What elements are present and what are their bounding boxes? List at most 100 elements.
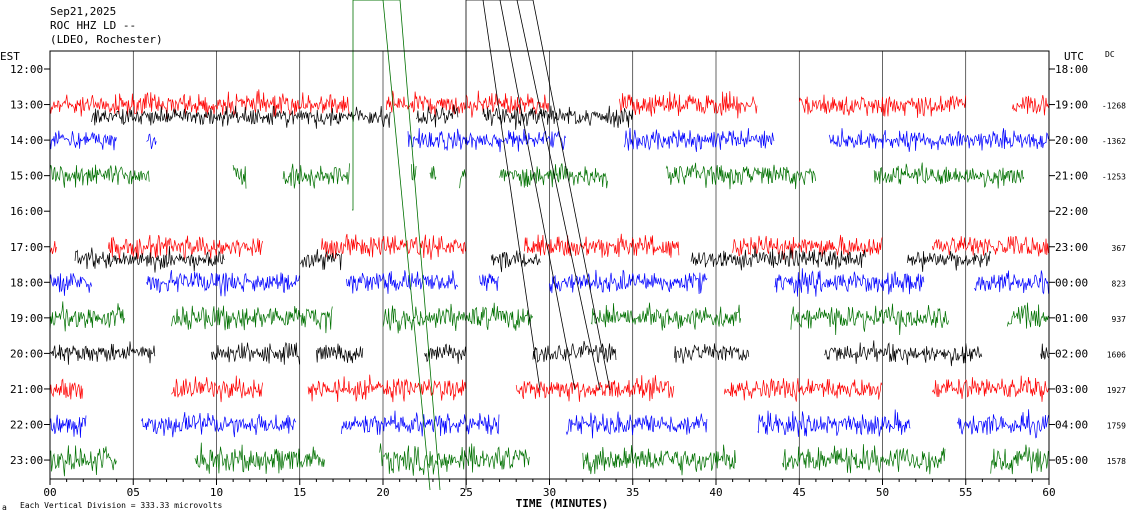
dc-offset-label: 1578 [1107,457,1126,466]
dc-offset-label: 1606 [1107,350,1126,359]
trace-segment [582,444,736,476]
left-axis-title: EST [0,50,20,63]
overlay-line [517,0,611,391]
trace-segment [757,409,911,437]
trace-segment [990,444,1049,475]
overlay-line [483,0,576,391]
trace-segment [385,90,550,118]
trace-segment [146,133,157,150]
trace-segment [482,105,633,130]
trace-segment [532,340,617,364]
trace-segment [321,233,467,260]
x-tick-label: 10 [210,486,223,499]
right-time-label: 18:00 [1055,63,1088,76]
trace-segment [524,233,680,258]
dc-offset-label: -1268 [1102,102,1126,111]
trace-segment [499,163,608,189]
x-tick-label: 55 [959,486,972,499]
right-time-label: 20:00 [1055,134,1088,147]
right-time-label: 05:00 [1055,454,1088,467]
trace-segment [141,412,297,438]
x-tick-label: 25 [460,486,473,499]
dc-offset-label: 367 [1112,244,1127,253]
trace-segment [624,127,775,152]
trace-segment [316,343,364,364]
x-tick-label: 15 [293,486,306,499]
trace-segment [723,378,883,402]
trace-segment [49,341,156,365]
footer-note: Each Vertical Division = 333.33 microvol… [20,501,222,510]
left-time-label: 12:00 [10,63,43,76]
trace-segment [211,341,300,365]
x-tick-label: 35 [626,486,639,499]
left-time-label: 16:00 [10,205,43,218]
dc-offset-label: 1927 [1107,386,1126,395]
trace-segment [49,445,117,477]
dc-offset-label: 937 [1112,315,1127,324]
trace-segment [1012,94,1049,116]
trace-segment [49,414,87,438]
x-tick-label: 45 [793,486,806,499]
trace-segment [49,273,92,296]
left-time-label: 14:00 [10,134,43,147]
trace-segment [490,250,541,273]
trace-segment [1040,343,1049,360]
left-time-label: 23:00 [10,454,43,467]
footer-mark: a [2,503,7,512]
x-tick-label: 40 [709,486,722,499]
trace-segment [973,270,1049,295]
overlay-line [466,0,541,391]
trace-segment [774,268,925,297]
dc-offset-labels: -1268 -1362 -1253 367 823 937 1606 1927 1759 1578 [1102,102,1127,466]
overlay-line [500,0,601,391]
trace-segment [932,375,1049,402]
trace-segment [932,236,1049,257]
left-time-label: 13:00 [10,99,43,112]
right-time-label: 02:00 [1055,347,1088,360]
trace-segment [565,411,708,439]
seismic-traces [49,89,1050,477]
x-tick-label: 50 [876,486,889,499]
overlay-line [353,0,441,491]
header-station: ROC HHZ LD -- [50,19,137,32]
trace-segment [665,162,816,190]
right-time-label: 19:00 [1055,99,1088,112]
x-tick-label: 00 [43,486,56,499]
dc-title: DC [1105,50,1115,59]
trace-segment [798,94,966,118]
trace-segment [307,374,467,403]
trace-segment [282,163,350,189]
trace-segment [1007,302,1050,329]
trace-segment [823,340,983,367]
trace-segment [790,303,949,336]
trace-segment [382,302,533,334]
trace-segment [429,166,437,180]
right-axis-title: UTC [1064,50,1084,63]
trace-segment [515,375,675,402]
trace-segment [590,302,742,331]
overlay-wavy-lines [352,0,611,491]
x-tick-label: 60 [1042,486,1055,499]
trace-segment [194,442,325,474]
dc-offset-label: 823 [1112,279,1127,288]
trace-segment [49,164,150,188]
trace-segment [49,89,350,119]
left-time-label: 19:00 [10,312,43,325]
x-tick-label: 30 [543,486,556,499]
trace-segment [674,343,750,364]
overlay-line [353,0,431,491]
x-tick-labels: 00 05 10 15 20 25 30 35 40 45 50 55 60 [43,479,1056,499]
left-time-label: 22:00 [10,419,43,432]
right-time-label: 00:00 [1055,276,1088,289]
trace-segment [459,169,467,189]
header-date: Sep21,2025 [50,5,117,18]
trace-segment [379,443,530,476]
trace-segment [91,105,391,129]
left-time-label: 20:00 [10,347,43,360]
dc-offset-label: -1362 [1102,137,1126,146]
trace-segment [146,270,300,297]
trace-segment [107,234,264,261]
trace-segment [74,246,225,273]
dc-offset-label: 1759 [1107,422,1126,431]
